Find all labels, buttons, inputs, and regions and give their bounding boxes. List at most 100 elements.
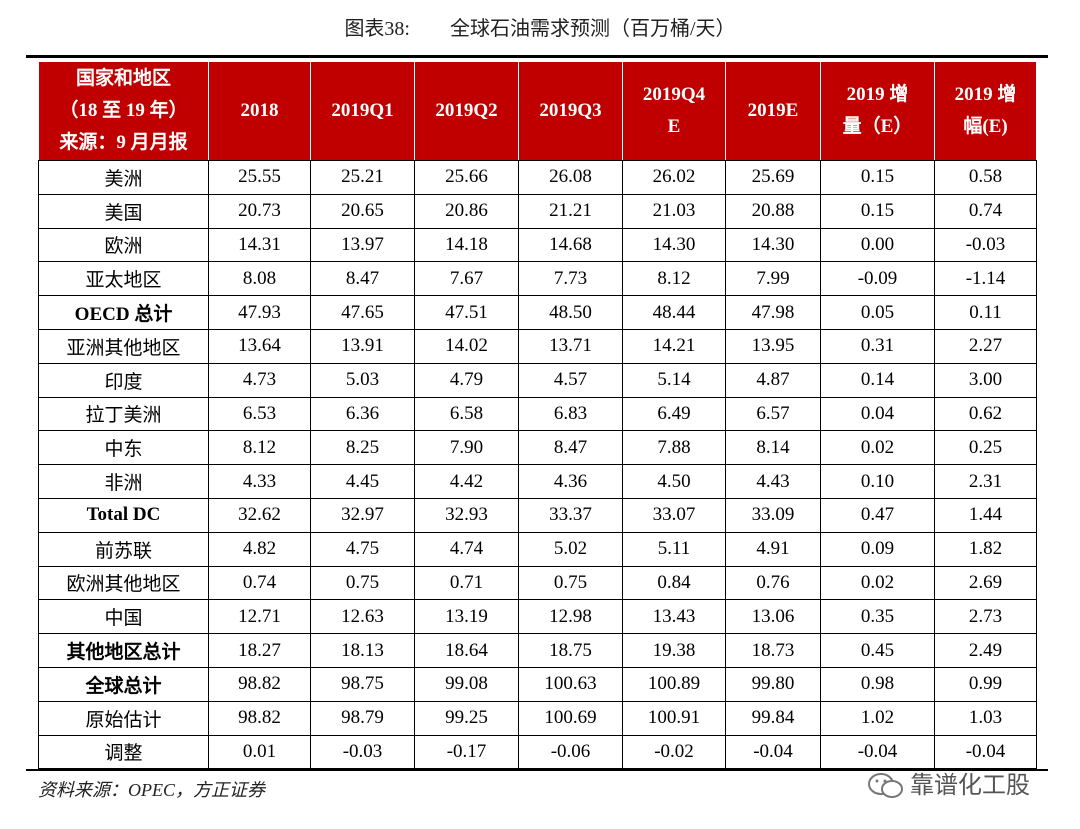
- cell: 26.08: [518, 160, 623, 195]
- cell: 20.88: [725, 193, 821, 229]
- cell: 98.82: [208, 666, 311, 702]
- cell: 0.45: [820, 633, 935, 668]
- cell: 6.58: [414, 396, 519, 432]
- cell: 100.91: [622, 700, 726, 736]
- cell: 8.12: [622, 261, 726, 297]
- row-label: 其他地区总计: [38, 633, 209, 668]
- cell: 0.75: [518, 565, 623, 601]
- table-row: 调整 0.01 -0.03 -0.17 -0.06 -0.02 -0.04 -0.04 -0.0…: [38, 734, 1037, 770]
- cell: 0.35: [820, 599, 935, 635]
- cell: 5.02: [518, 531, 623, 567]
- cell: 7.73: [518, 261, 623, 297]
- cell: 14.02: [414, 328, 519, 364]
- cell: 0.62: [934, 396, 1037, 432]
- cell: 0.84: [622, 565, 726, 601]
- row-label: 欧洲其他地区: [38, 565, 209, 601]
- cell: 8.14: [725, 430, 821, 466]
- row-label: Total DC: [38, 497, 209, 533]
- cell: 7.67: [414, 261, 519, 297]
- cell: 99.80: [725, 666, 821, 702]
- cell: 0.05: [820, 295, 935, 330]
- cell: 2.27: [934, 328, 1037, 364]
- header-cell: 2018: [208, 61, 311, 161]
- row-label: 中东: [38, 430, 209, 466]
- row-label: 亚太地区: [38, 261, 209, 297]
- cell: 4.74: [414, 531, 519, 567]
- watermark-text: 靠谱化工股: [910, 771, 1030, 799]
- cell: 25.66: [414, 160, 519, 195]
- table-row: 中国 12.71 12.63 13.19 12.98 13.43 13.06 0.35 2.73: [38, 599, 1037, 635]
- cell: 18.75: [518, 633, 623, 668]
- cell: 2.69: [934, 565, 1037, 601]
- cell: 25.69: [725, 160, 821, 195]
- row-label: 欧洲: [38, 227, 209, 263]
- cell: 0.58: [934, 160, 1037, 195]
- cell: 8.25: [310, 430, 415, 466]
- cell: 25.55: [208, 160, 311, 195]
- cell: -0.04: [820, 734, 935, 770]
- cell: 3.00: [934, 362, 1037, 398]
- row-label: 美国: [38, 193, 209, 229]
- table-row: 其他地区总计 18.27 18.13 18.64 18.75 19.38 18.73 0.45…: [38, 633, 1037, 668]
- cell: 0.09: [820, 531, 935, 567]
- cell: 5.11: [622, 531, 726, 567]
- cell: 4.33: [208, 464, 311, 499]
- cell: 98.82: [208, 700, 311, 736]
- cell: 14.31: [208, 227, 311, 263]
- cell: 8.08: [208, 261, 311, 297]
- cell: 0.31: [820, 328, 935, 364]
- cell: 4.43: [725, 464, 821, 499]
- cell: 0.76: [725, 565, 821, 601]
- table-row: 欧洲 14.31 13.97 14.18 14.68 14.30 14.30 0.00 -0.0…: [38, 227, 1037, 263]
- cell: 0.15: [820, 160, 935, 195]
- cell: 0.01: [208, 734, 311, 770]
- header-cell: 国家和地区 （18 至 19 年） 来源：9 月月报: [38, 61, 209, 161]
- row-label: 全球总计: [38, 666, 209, 702]
- cell: 13.97: [310, 227, 415, 263]
- table-row: OECD 总计 47.93 47.65 47.51 48.50 48.44 47.98 0.0…: [38, 295, 1037, 330]
- row-label: OECD 总计: [38, 295, 209, 330]
- cell: 4.36: [518, 464, 623, 499]
- cell: 5.03: [310, 362, 415, 398]
- cell: 0.74: [934, 193, 1037, 229]
- cell: 14.68: [518, 227, 623, 263]
- cell: 0.00: [820, 227, 935, 263]
- cell: 0.98: [820, 666, 935, 702]
- cell: 33.37: [518, 497, 623, 533]
- header-cell: 2019E: [725, 61, 821, 161]
- table-row: 美洲 25.55 25.21 25.66 26.08 26.02 25.69 0.15 0.58: [38, 160, 1037, 195]
- cell: 14.21: [622, 328, 726, 364]
- cell: 12.71: [208, 599, 311, 635]
- cell: 14.18: [414, 227, 519, 263]
- cell: 6.36: [310, 396, 415, 432]
- cell: 5.14: [622, 362, 726, 398]
- cell: -0.03: [310, 734, 415, 770]
- cell: 1.82: [934, 531, 1037, 567]
- cell: 25.21: [310, 160, 415, 195]
- row-label: 美洲: [38, 160, 209, 195]
- cell: 0.25: [934, 430, 1037, 466]
- cell: 0.74: [208, 565, 311, 601]
- row-label: 拉丁美洲: [38, 396, 209, 432]
- cell: 8.47: [310, 261, 415, 297]
- table-row: 非洲 4.33 4.45 4.42 4.36 4.50 4.43 0.10 2.31: [38, 464, 1037, 499]
- cell: 14.30: [622, 227, 726, 263]
- watermark: 靠谱化工股: [866, 765, 1030, 801]
- cell: 0.02: [820, 430, 935, 466]
- row-label: 前苏联: [38, 531, 209, 567]
- cell: 100.63: [518, 666, 623, 702]
- cell: 100.89: [622, 666, 726, 702]
- cell: 1.03: [934, 700, 1037, 736]
- header-cell: 2019Q1: [310, 61, 415, 161]
- cell: 47.98: [725, 295, 821, 330]
- cell: 32.62: [208, 497, 311, 533]
- row-label: 非洲: [38, 464, 209, 499]
- source-note: 资料来源：OPEC，方正证券: [38, 780, 265, 800]
- cell: -1.14: [934, 261, 1037, 297]
- cell: 7.88: [622, 430, 726, 466]
- cell: 2.31: [934, 464, 1037, 499]
- table-row: Total DC 32.62 32.97 32.93 33.37 33.07 33.09 0.…: [38, 497, 1037, 533]
- cell: 8.12: [208, 430, 311, 466]
- cell: 12.98: [518, 599, 623, 635]
- wechat-icon: [868, 773, 903, 798]
